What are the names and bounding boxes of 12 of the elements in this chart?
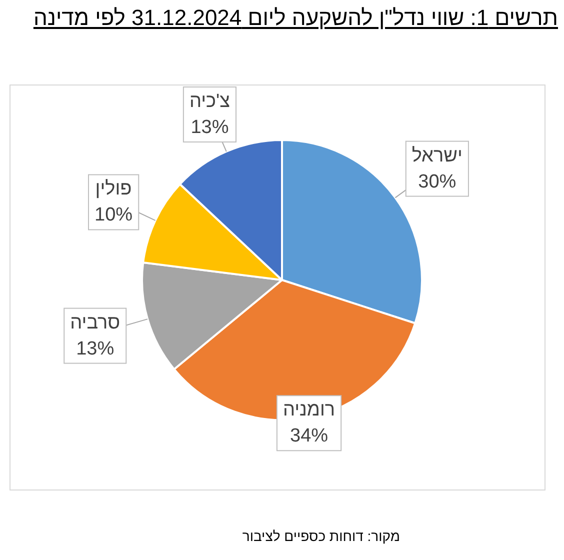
data-label: 10% bbox=[94, 204, 133, 226]
slice-label: ישראל bbox=[412, 145, 462, 166]
slice-label: רומניה bbox=[282, 400, 336, 421]
slice-label: פולין bbox=[95, 178, 132, 200]
data-label: 13% bbox=[76, 338, 114, 360]
chart-title: תרשים 1: שווי נדל"ן להשקעה ליום 31.12.2024 לפי מדינה bbox=[32, 4, 558, 32]
data-label: 30% bbox=[418, 171, 456, 192]
slice-label: צ'כיה bbox=[189, 90, 230, 112]
data-label: 34% bbox=[290, 426, 328, 447]
data-label: 13% bbox=[190, 116, 229, 138]
slice-label: סרביה bbox=[70, 312, 120, 334]
text: מקור: דוחות כספיים לציבור bbox=[242, 528, 400, 544]
